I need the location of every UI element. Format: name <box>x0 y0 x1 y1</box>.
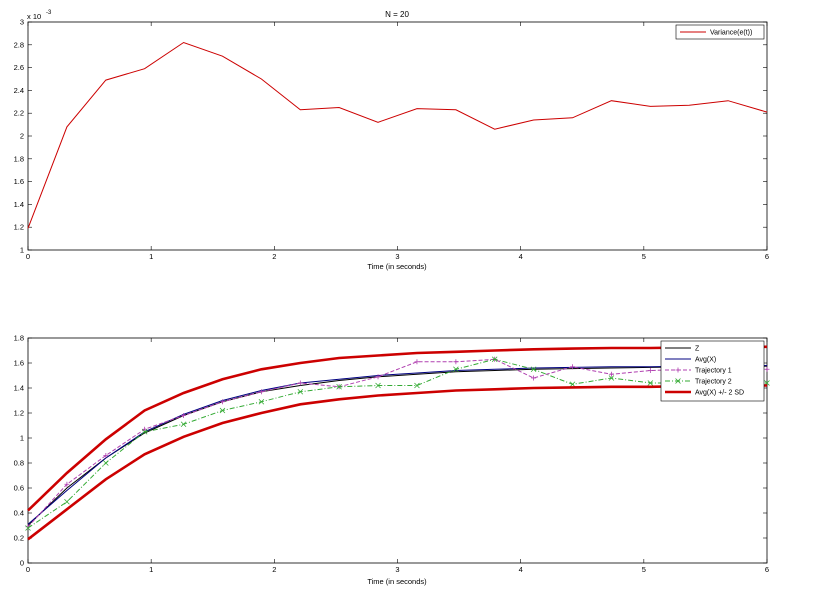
x-tick-label: 3 <box>395 565 399 574</box>
x-tick-label: 3 <box>395 252 399 261</box>
series-line-2 <box>27 358 768 528</box>
top-chart-title: N = 20 <box>385 10 409 19</box>
series-line-0 <box>27 365 768 526</box>
series-3-marker-x <box>375 382 381 389</box>
series-3-marker-x <box>141 428 148 435</box>
x-tick-label: 4 <box>519 252 523 261</box>
legend-label-1: Avg(X) <box>695 357 716 364</box>
series-2-marker-plus <box>531 375 537 381</box>
y-tick-label: 2.2 <box>14 109 24 118</box>
series-2-marker-plus <box>414 359 420 365</box>
y-tick-label: 1.4 <box>14 384 24 393</box>
y-tick-label: 0 <box>20 559 24 568</box>
x-tick-label: 5 <box>642 252 646 261</box>
y-tick-label: 1 <box>20 434 24 443</box>
y-tick-label: 2.8 <box>14 40 24 49</box>
axes-frame <box>27 21 768 251</box>
series-2-marker-plus <box>375 374 381 380</box>
series-3-marker-x <box>608 375 615 381</box>
legend-marker-plus <box>675 367 681 373</box>
bottom-axes-trajectories: Time (in seconds) 0 1 2 3 4 5 6 0 0.2 0.4 0.6 0.8 1 1… <box>14 334 770 586</box>
series-3-marker-x <box>569 381 576 388</box>
x-tick-label: 6 <box>765 565 769 574</box>
y-tick-label: 1.2 <box>14 223 24 232</box>
x-tick-label: 0 <box>26 565 30 574</box>
series-2-marker-plus <box>181 413 187 418</box>
y-tick-label: 1.6 <box>14 177 24 186</box>
series-3-marker-x <box>530 366 537 373</box>
x-tick-label: 0 <box>26 252 30 261</box>
series-line-4-lower <box>27 384 767 541</box>
legend-box <box>675 24 765 40</box>
series-3-marker-x <box>647 380 654 386</box>
series-3-marker-x <box>453 366 459 373</box>
y-tick-label: 0.8 <box>14 459 24 468</box>
y-tick-label: 2.4 <box>14 86 24 95</box>
legend-label-2: Trajectory 1 <box>695 368 732 375</box>
top-y-exponent-base: x 10 <box>27 12 41 21</box>
x-tick-label: 4 <box>519 565 523 574</box>
x-tick-label: 6 <box>765 252 769 261</box>
series-line-3 <box>27 358 767 529</box>
legend-label-3: Trajectory 2 <box>695 379 732 386</box>
series-3-marker-x <box>414 382 420 389</box>
series-3-marker-x <box>64 498 70 505</box>
y-tick-label: 3 <box>20 18 24 27</box>
y-tick-label: 1.6 <box>14 359 24 368</box>
y-tick-label: 2 <box>20 132 24 141</box>
y-tick-label: 0.2 <box>14 534 24 543</box>
series-2-marker-plus <box>570 364 576 370</box>
series-3-marker-x <box>180 421 187 428</box>
series-line-0 <box>27 41 768 229</box>
axes-frame <box>27 337 768 564</box>
series-2-marker-plus <box>608 371 614 377</box>
series-3-marker-x <box>336 383 342 390</box>
series-3-marker-x <box>25 525 31 531</box>
y-tick-label: 1.8 <box>14 334 24 343</box>
series-line-4 <box>27 345 767 512</box>
series-2-marker-plus <box>219 399 225 405</box>
bottom-x-axis-label: Time (in seconds) <box>367 577 427 586</box>
series-line-1 <box>27 365 768 525</box>
legend-label-0: Z <box>695 346 700 353</box>
series-2-marker-plus <box>103 453 109 458</box>
legend-marker-x <box>675 378 681 384</box>
legend-label-4: Avg(X) +/- 2 SD <box>695 390 744 397</box>
x-tick-label: 1 <box>149 252 153 261</box>
y-tick-label: 1.2 <box>14 409 24 418</box>
series-2-marker-plus <box>142 426 148 432</box>
top-x-axis-label: Time (in seconds) <box>367 262 427 271</box>
series-2-marker-plus <box>258 389 264 395</box>
x-tick-label: 1 <box>149 565 153 574</box>
series-3-marker-x <box>297 388 304 395</box>
series-2-marker-plus <box>453 359 459 365</box>
x-tick-label: 2 <box>272 565 276 574</box>
series-3-marker-x <box>491 356 498 363</box>
y-tick-label: 1 <box>20 246 24 255</box>
x-tick-label: 2 <box>272 252 276 261</box>
series-3-marker-x <box>258 398 265 405</box>
series-2-marker-plus <box>764 366 770 372</box>
y-tick-label: 1.8 <box>14 154 24 163</box>
series-3-marker-x <box>103 460 109 466</box>
series-2-marker-plus <box>64 481 70 487</box>
series-2-marker-plus <box>297 380 303 386</box>
y-tick-label: 2.6 <box>14 63 24 72</box>
y-tick-label: 0.6 <box>14 484 24 493</box>
series-3-marker-x <box>219 407 226 414</box>
top-y-exponent-power: -3 <box>46 10 52 16</box>
legend-label-0: Variance(e(t)) <box>710 30 752 37</box>
series-2-marker-plus <box>647 368 653 373</box>
x-tick-label: 5 <box>642 565 646 574</box>
y-tick-label: 1.4 <box>14 200 24 209</box>
y-tick-label: 0.4 <box>14 509 24 518</box>
